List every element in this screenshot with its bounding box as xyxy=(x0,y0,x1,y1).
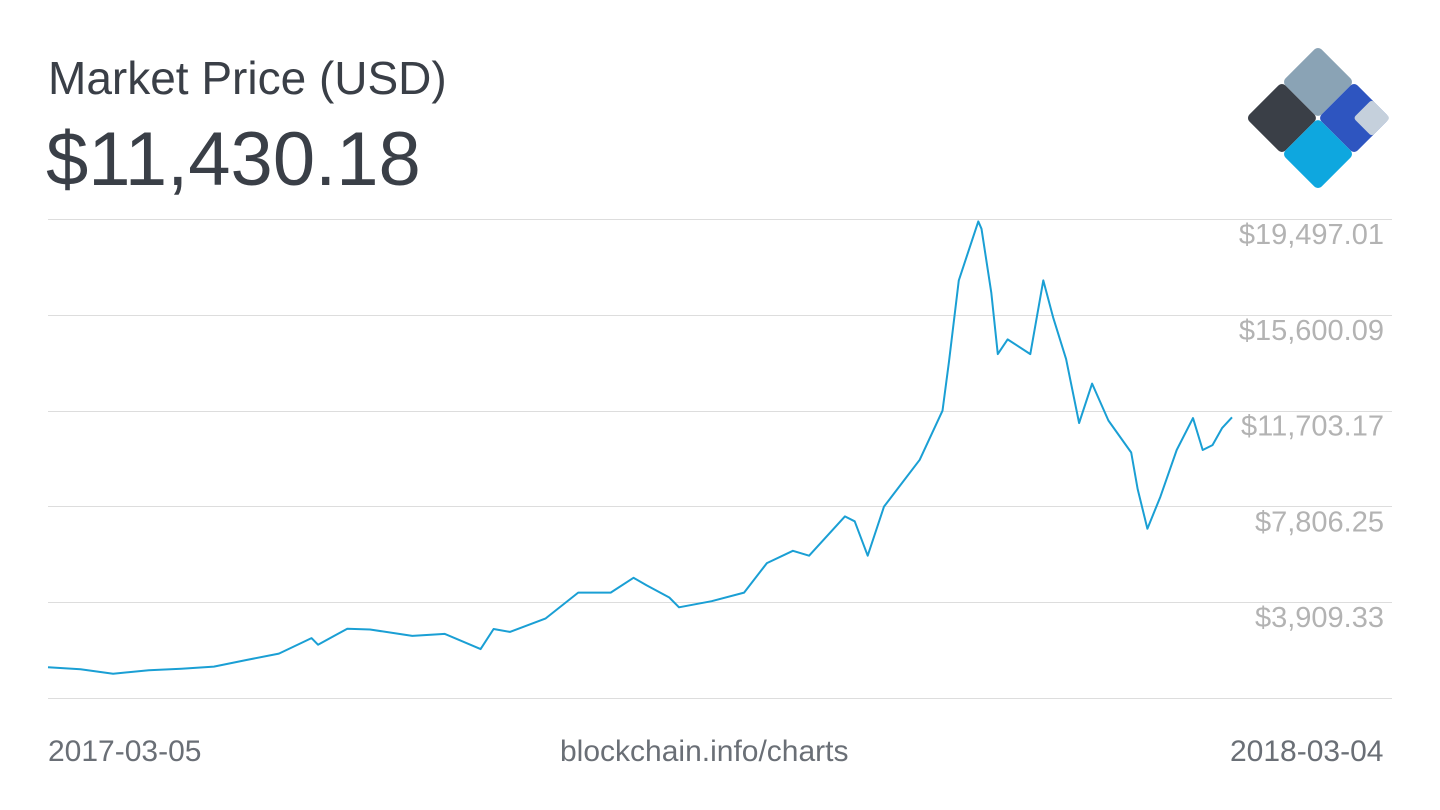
current-price: $11,430.18 xyxy=(46,117,421,202)
y-tick-label: $15,600.09 xyxy=(1239,315,1384,347)
data-series xyxy=(47,220,1233,675)
y-tick-label: $3,909.33 xyxy=(1255,602,1384,634)
blockchain-diamond-logo-icon xyxy=(1247,47,1389,189)
start-date-label: 2017-03-05 xyxy=(48,735,202,768)
y-tick-labels: $3,909.33 $7,806.25 $11,703.17 $15,600.09 $1… xyxy=(1239,219,1384,634)
y-tick-label: $11,703.17 xyxy=(1241,411,1384,443)
y-tick-label: $7,806.25 xyxy=(1255,506,1384,538)
y-tick-label: $19,497.01 xyxy=(1239,219,1384,251)
source-link[interactable]: blockchain.info/charts xyxy=(560,735,849,768)
grid-lines xyxy=(48,219,1392,699)
end-date-label: 2018-03-04 xyxy=(1230,735,1384,768)
chart-title: Market Price (USD) xyxy=(48,52,447,104)
price-series-line xyxy=(47,220,1233,675)
